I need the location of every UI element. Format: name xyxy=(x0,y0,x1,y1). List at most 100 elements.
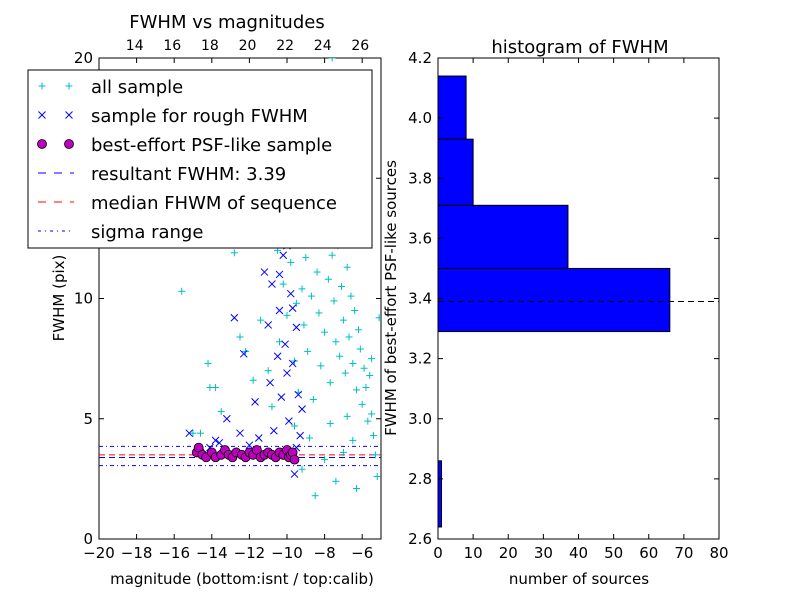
point-circle xyxy=(289,454,300,465)
scatter-top-axis: 14 16 18 20 22 24 26 xyxy=(126,38,370,54)
point-x xyxy=(215,438,224,447)
y-tick-label: 3.8 xyxy=(408,169,432,187)
top-tick-label: 26 xyxy=(351,38,369,54)
top-tick-label: 18 xyxy=(201,38,219,54)
top-tick-label: 16 xyxy=(163,38,181,54)
point-plus xyxy=(366,371,374,379)
point-plus xyxy=(368,355,376,363)
top-tick-label: 24 xyxy=(314,38,332,54)
x-b xyxy=(260,268,269,276)
point-plus xyxy=(321,456,329,464)
point-x xyxy=(275,306,284,315)
legend-label: resultant FWHM: 3.39 xyxy=(91,164,286,185)
x-b xyxy=(286,289,295,298)
point-plus xyxy=(313,268,321,276)
legend-marker xyxy=(38,82,46,90)
point-x xyxy=(292,323,301,332)
x-tick-label: −16 xyxy=(158,544,190,562)
scatter-legend: all sample sample for rough FWHM best-effo… xyxy=(27,69,373,249)
x-tick-label: −20 xyxy=(83,544,115,562)
y-tick-label: 0 xyxy=(83,530,93,548)
histogram-title: histogram of FWHM xyxy=(491,37,668,58)
x-b xyxy=(281,340,289,349)
point-plus xyxy=(364,417,372,425)
x-b xyxy=(277,393,286,401)
x-tick-label: 20 xyxy=(499,544,518,562)
point-plus xyxy=(306,434,314,442)
point-plus xyxy=(332,338,340,346)
point-x xyxy=(185,429,194,438)
point-plus xyxy=(311,492,319,500)
point-plus xyxy=(326,420,334,428)
scatter-title: FWHM vs magnitudes xyxy=(129,12,324,33)
point-plus xyxy=(178,287,186,295)
point-x xyxy=(273,352,282,361)
x-tick-label: 10 xyxy=(464,544,483,562)
point-plus xyxy=(328,251,336,259)
point-x xyxy=(239,349,248,358)
point-plus xyxy=(368,410,376,418)
x-tick-label: −10 xyxy=(271,544,303,562)
top-tick-label: 14 xyxy=(126,38,144,54)
x-b xyxy=(279,251,288,260)
point-x xyxy=(275,270,284,279)
point-plus xyxy=(309,396,317,404)
point-plus xyxy=(307,292,315,300)
histogram-bar xyxy=(437,75,467,140)
point-x xyxy=(286,289,295,298)
x-tick-label: 50 xyxy=(604,544,623,562)
point-plus xyxy=(328,58,336,62)
legend-label: all sample xyxy=(91,77,183,98)
point-plus xyxy=(291,422,299,430)
histogram-bar xyxy=(437,267,671,333)
point-plus xyxy=(326,379,334,387)
x-b xyxy=(269,426,278,435)
x-b xyxy=(38,111,46,119)
x-b xyxy=(254,434,263,442)
scatter-x-label: magnitude (bottom:isnt / top:calib) xyxy=(110,570,374,588)
legend-label: median FHWM of sequence xyxy=(91,193,337,214)
scatter-y-label: FWHM (pix) xyxy=(50,255,68,342)
x-b xyxy=(266,378,274,387)
point-plus xyxy=(204,359,212,367)
point-plus xyxy=(349,359,357,367)
point-plus xyxy=(341,369,349,377)
point-plus xyxy=(353,484,361,492)
point-x xyxy=(269,426,278,435)
point-plus xyxy=(369,432,377,440)
x-tick-label: 40 xyxy=(569,544,588,562)
x-b xyxy=(251,398,259,406)
point-plus xyxy=(275,338,283,346)
x-b xyxy=(290,470,299,478)
point-x xyxy=(230,313,239,322)
legend-marker xyxy=(64,139,74,149)
point-plus xyxy=(300,321,308,329)
y-tick-label: 3.4 xyxy=(408,290,432,308)
point-x xyxy=(222,414,231,423)
point-plus xyxy=(338,282,346,290)
point-x xyxy=(264,321,273,329)
x-b xyxy=(275,306,284,315)
point-plus xyxy=(268,403,276,411)
point-plus xyxy=(360,364,368,372)
x-b xyxy=(298,405,306,413)
point-plus xyxy=(304,347,312,355)
point-x xyxy=(296,431,305,440)
x-b xyxy=(288,304,297,312)
scatter-x-axis: −20 −18 −16 −14 −12 −10 −8 −6 xyxy=(83,58,373,562)
point-plus xyxy=(371,451,379,459)
point-plus xyxy=(298,285,306,293)
y-tick-label: 3.6 xyxy=(408,229,432,247)
legend-label: sample for rough FWHM xyxy=(91,106,308,127)
x-tick-label: −18 xyxy=(121,544,153,562)
point-plus xyxy=(332,477,340,485)
point-plus xyxy=(249,376,257,384)
point-plus xyxy=(321,328,329,336)
legend-box xyxy=(27,69,373,249)
point-x xyxy=(251,398,259,406)
y-tick-label: 2.6 xyxy=(408,530,432,548)
point-x xyxy=(288,304,297,312)
point-plus xyxy=(257,316,265,324)
legend-marker xyxy=(38,111,46,119)
